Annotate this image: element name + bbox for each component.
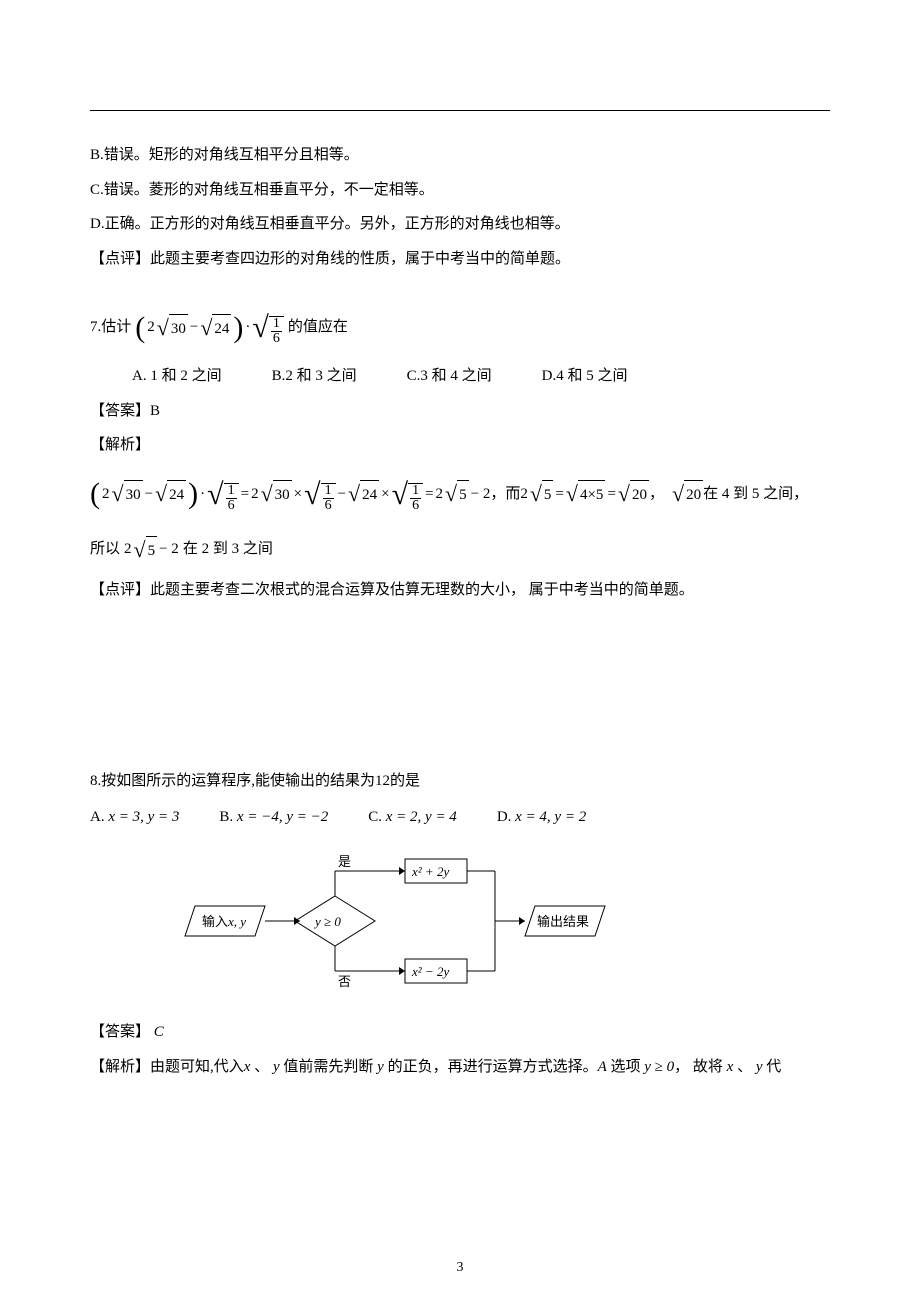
q7-calc-tail1: ， [649, 480, 664, 509]
q8-label-pre: 8.按如图所示的运算程序,能使输出的结果为 [90, 773, 375, 789]
flow-input-text: 输入x, y [202, 914, 246, 929]
q8-opt-a: A. x = 3, y = 3 [90, 803, 179, 832]
flow-top-box: x² + 2y [411, 864, 449, 879]
q7-opt-b: B.2 和 3 之间 [272, 362, 357, 391]
q7-calc-mid: ，而 [490, 480, 520, 509]
math-y: y [273, 1059, 280, 1075]
flow-output-text: 输出结果 [537, 914, 589, 929]
q7-tail: 的值应在 [288, 313, 348, 342]
q7-comment: 【点评】此题主要考查二次根式的混合运算及估算无理数的大小， 属于中考当中的简单题… [90, 576, 830, 605]
prev-comment: 【点评】此题主要考查四边形的对角线的性质，属于中考当中的简单题。 [90, 245, 830, 274]
q8-flowchart: 输入x, y y ≥ 0 是 x² + 2y 否 x² − 2y [180, 846, 830, 1007]
q7-so-label: 所以 [90, 535, 120, 564]
frac-num: 1 [271, 317, 282, 332]
q7-opt-c: C.3 和 4 之间 [407, 362, 492, 391]
prev-opt-d: D.正确。正方形的对角线互相垂直平分。另外，正方形的对角线也相等。 [90, 210, 830, 239]
q7-so-tail: 在 2 到 3 之间 [183, 535, 273, 564]
frac-den: 6 [271, 332, 282, 346]
flow-yes-label: 是 [338, 854, 351, 869]
q7-opt-d: D.4 和 5 之间 [542, 362, 628, 391]
q8-answer-val: C [154, 1024, 164, 1040]
q7-calc: ( 2√30 − √24 ) · √16 = 2√30 × √16 − √24 … [90, 466, 830, 523]
q7: 7.估计 ( 2√30 − √24 ) · √16 的值应在 [90, 299, 830, 356]
q8-analysis: 【解析】由题可知,代入x 、 y 值前需先判断 y 的正负，再进行运算方式选择。… [90, 1053, 830, 1082]
q8-answer-label: 【答案】 [90, 1024, 150, 1040]
q8-stem: 8.按如图所示的运算程序,能使输出的结果为12的是 [90, 767, 830, 796]
q8-opt-b: B. x = −4, y = −2 [219, 803, 328, 832]
q8-opt-c: C. x = 2, y = 4 [368, 803, 457, 832]
q7-so: 所以 2√5 − 2 在 2 到 3 之间 [90, 529, 830, 571]
q8-ana-pre: 【解析】由题可知,代入 [90, 1059, 244, 1075]
q7-opt-a: A. 1 和 2 之间 [132, 362, 222, 391]
top-rule [90, 110, 830, 111]
q7-expr: ( 2√30 − √24 ) · √16 [135, 299, 284, 356]
q7-label: 7.估计 [90, 313, 131, 342]
page-number: 3 [0, 1255, 920, 1282]
q8-answer: 【答案】 C [90, 1018, 830, 1047]
flow-cond-text: y ≥ 0 [313, 914, 341, 929]
q8-options: A. x = 3, y = 3 B. x = −4, y = −2 C. x =… [90, 803, 830, 832]
q8-label-post: 的是 [390, 773, 420, 789]
prev-opt-b: B.错误。矩形的对角线互相平分且相等。 [90, 141, 830, 170]
q8-label-val: 12 [375, 773, 390, 789]
q7-answer: 【答案】B [90, 397, 830, 426]
q7-options: A. 1 和 2 之间 B.2 和 3 之间 C.3 和 4 之间 D.4 和 … [132, 362, 830, 391]
q7-calc-tail2: 在 4 到 5 之间， [703, 480, 808, 509]
q8-opt-d: D. x = 4, y = 2 [497, 803, 586, 832]
flow-bot-box: x² − 2y [411, 964, 449, 979]
q7-analysis-label: 【解析】 [90, 431, 830, 460]
prev-opt-c: C.错误。菱形的对角线互相垂直平分，不一定相等。 [90, 176, 830, 205]
flow-no-label: 否 [338, 974, 351, 989]
